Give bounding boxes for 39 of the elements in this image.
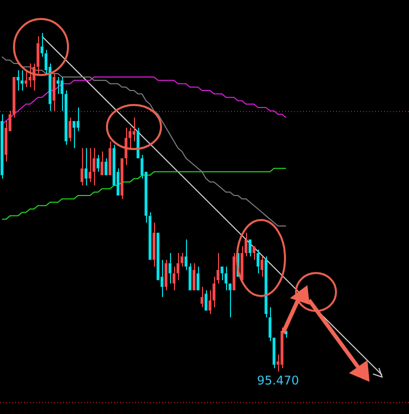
candlestick bbox=[108, 140, 112, 176]
candlestick bbox=[24, 70, 28, 88]
candlestick bbox=[192, 262, 196, 290]
candlestick bbox=[196, 266, 200, 290]
candlestick bbox=[88, 148, 92, 182]
candlestick bbox=[16, 70, 20, 92]
candlestick bbox=[120, 158, 124, 200]
candlestick bbox=[84, 148, 88, 186]
candlestick bbox=[68, 117, 72, 142]
candlestick bbox=[80, 148, 84, 186]
candlestick bbox=[264, 256, 268, 318]
candlestick bbox=[96, 154, 100, 172]
annotation: 95.470 bbox=[257, 374, 299, 388]
candlestick bbox=[92, 148, 96, 186]
candlestick bbox=[200, 286, 204, 308]
candlestick bbox=[12, 77, 16, 118]
candlestick bbox=[52, 73, 56, 112]
candlestick bbox=[248, 240, 252, 257]
candlestick bbox=[76, 106, 80, 132]
candlestick bbox=[232, 252, 236, 290]
candlestick bbox=[152, 222, 156, 268]
candlestick bbox=[244, 232, 248, 257]
candlestick bbox=[100, 150, 104, 176]
candlestick bbox=[148, 212, 152, 260]
candlestick bbox=[260, 256, 264, 278]
candlestick bbox=[220, 266, 224, 281]
candlestick bbox=[256, 249, 260, 274]
candlestick bbox=[124, 127, 128, 166]
candlestick bbox=[168, 252, 172, 284]
candlestick bbox=[28, 62, 32, 88]
candlestick bbox=[172, 266, 176, 291]
candlestick bbox=[72, 121, 76, 149]
candlestick bbox=[56, 76, 60, 94]
candlestick bbox=[20, 70, 24, 92]
candlestick bbox=[132, 117, 136, 142]
candlestick bbox=[0, 114, 4, 180]
candlestick bbox=[224, 266, 228, 291]
candlestick bbox=[164, 259, 168, 291]
candlestick bbox=[252, 246, 256, 260]
